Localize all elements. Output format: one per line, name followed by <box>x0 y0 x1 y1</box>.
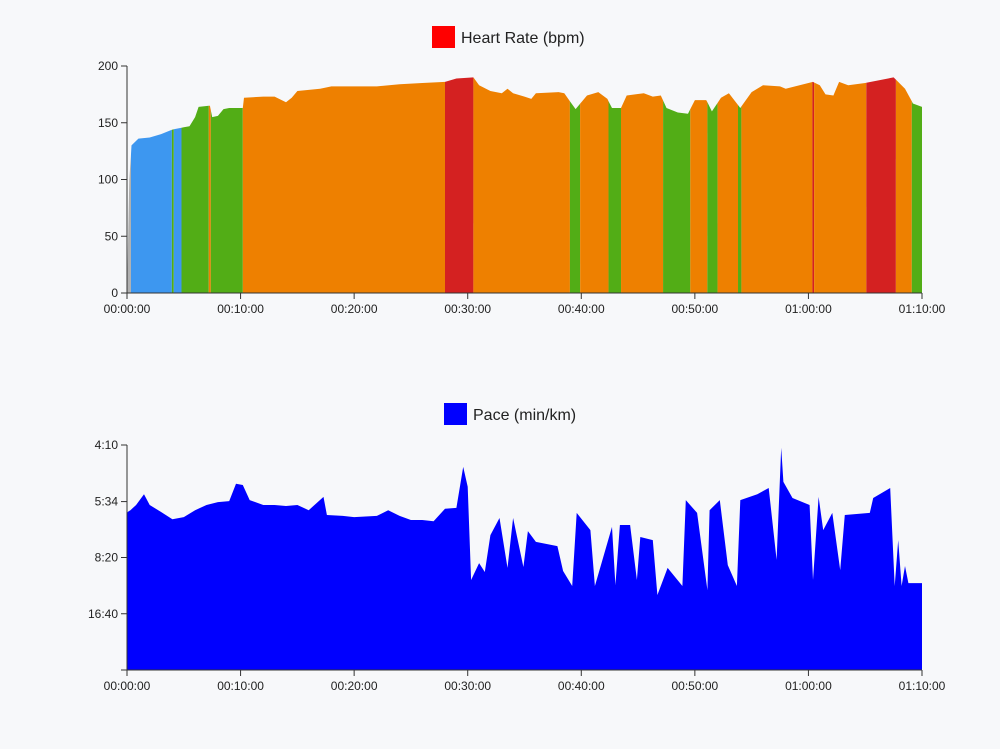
heart-rate-y-axis: 0 50 100 150 200 <box>98 59 128 300</box>
hr-zone-orange-segment <box>208 105 211 293</box>
x-tick: 00:00:00 <box>104 293 151 316</box>
x-tick-label: 00:30:00 <box>444 679 491 693</box>
pace-chart: Pace (min/km) 4:10 5:34 8:20 16:40 00:00:00… <box>88 403 946 693</box>
x-tick-label: 01:00:00 <box>785 302 832 316</box>
hr-zone-orange-segment <box>741 82 813 293</box>
heart-rate-x-axis: 00:00:00 00:10:00 00:20:00 00:30:00 00:40:00… <box>104 292 946 316</box>
hr-zone-green-segment <box>707 102 718 293</box>
x-tick-label: 00:40:00 <box>558 679 605 693</box>
pace-x-axis: 00:00:00 00:10:00 00:20:00 00:30:00 00:40:00… <box>104 669 946 693</box>
hr-zone-green-segment <box>911 101 922 293</box>
x-tick: 01:00:00 <box>785 293 832 316</box>
hr-y-tick-label: 100 <box>98 173 118 187</box>
hr-zone-green-segment <box>608 101 622 293</box>
x-tick-label: 00:10:00 <box>217 302 264 316</box>
x-tick: 01:10:00 <box>899 670 946 693</box>
pace-y-tick-label: 4:10 <box>95 438 119 452</box>
hr-y-tick: 50 <box>105 229 127 243</box>
x-tick-label: 00:40:00 <box>558 302 605 316</box>
x-tick-label: 00:20:00 <box>331 302 378 316</box>
pace-y-tick: 5:34 <box>95 495 127 509</box>
hr-y-tick-label: 200 <box>98 59 118 73</box>
x-tick: 00:30:00 <box>444 670 491 693</box>
x-tick: 00:50:00 <box>671 670 719 693</box>
x-tick: 01:00:00 <box>785 670 832 693</box>
pace-y-tick-label: 16:40 <box>88 607 118 621</box>
heart-rate-legend[interactable]: Heart Rate (bpm) <box>432 26 585 48</box>
hr-zone-orange-segment <box>814 81 867 294</box>
pace-legend[interactable]: Pace (min/km) <box>444 403 576 425</box>
hr-zone-green-segment <box>738 105 742 293</box>
hr-zone-red-segment <box>812 81 815 294</box>
pace-y-tick: 8:20 <box>95 551 127 565</box>
x-tick: 00:10:00 <box>217 670 264 693</box>
heart-rate-area <box>127 77 922 294</box>
hr-y-tick-label: 50 <box>105 229 119 243</box>
hr-zone-orange-segment <box>621 93 664 293</box>
hr-y-tick-label: 0 <box>111 286 118 300</box>
pace-y-tick: 16:40 <box>88 607 127 621</box>
hr-zone-orange-segment <box>242 81 445 294</box>
pace-legend-label: Pace (min/km) <box>473 407 576 424</box>
x-tick: 00:40:00 <box>558 293 605 316</box>
x-tick-label: 00:20:00 <box>331 679 378 693</box>
pace-area-path <box>127 447 922 670</box>
pace-y-tick-label: 5:34 <box>95 495 119 509</box>
pace-y-tick-label: 8:20 <box>95 551 119 565</box>
hr-zone-orange-segment <box>473 77 570 294</box>
x-tick: 00:20:00 <box>331 293 378 316</box>
hr-zone-blue-segment <box>173 127 182 293</box>
hr-y-tick: 200 <box>98 59 127 73</box>
pace-y-tick: 4:10 <box>95 438 127 452</box>
hr-zone-orange-segment <box>690 100 708 293</box>
x-tick-label: 01:10:00 <box>899 679 946 693</box>
pace-legend-swatch <box>444 403 467 425</box>
hr-zone-green-segment <box>569 101 581 293</box>
x-tick: 00:40:00 <box>558 670 605 693</box>
pace-y-axis: 4:10 5:34 8:20 16:40 <box>88 438 128 671</box>
x-tick-label: 01:10:00 <box>899 302 946 316</box>
hr-zone-gray-segment <box>127 154 131 293</box>
hr-zone-green-segment <box>181 105 209 293</box>
x-tick-label: 00:50:00 <box>671 302 718 316</box>
hr-zone-red-segment <box>445 77 474 294</box>
x-tick-label: 00:00:00 <box>104 679 151 693</box>
hr-y-tick: 150 <box>98 116 127 130</box>
hr-y-tick: 0 <box>111 286 127 300</box>
heart-rate-legend-swatch <box>432 26 455 48</box>
hr-y-tick-label: 150 <box>98 116 118 130</box>
pace-area <box>127 447 922 670</box>
x-tick-label: 00:00:00 <box>104 302 151 316</box>
hr-zone-green-segment <box>663 100 691 293</box>
hr-zone-orange-segment <box>895 79 912 293</box>
x-tick: 01:10:00 <box>899 293 946 316</box>
hr-zone-green-segment <box>210 108 243 293</box>
x-tick-label: 00:50:00 <box>671 679 718 693</box>
x-tick: 00:20:00 <box>331 670 378 693</box>
hr-zone-blue-segment <box>130 129 172 293</box>
heart-rate-legend-label: Heart Rate (bpm) <box>461 30 585 47</box>
hr-zone-red-segment <box>866 77 896 294</box>
x-tick-label: 00:30:00 <box>444 302 491 316</box>
hr-zone-orange-segment <box>580 92 609 293</box>
hr-zone-orange-segment <box>717 93 739 293</box>
hr-zone-green-segment <box>171 129 174 293</box>
hr-y-tick: 100 <box>98 173 127 187</box>
x-tick: 00:10:00 <box>217 293 264 316</box>
x-tick: 00:00:00 <box>104 670 151 693</box>
x-tick: 00:30:00 <box>444 293 491 316</box>
x-tick-label: 01:00:00 <box>785 679 832 693</box>
x-tick: 00:50:00 <box>671 293 719 316</box>
x-tick-label: 00:10:00 <box>217 679 264 693</box>
